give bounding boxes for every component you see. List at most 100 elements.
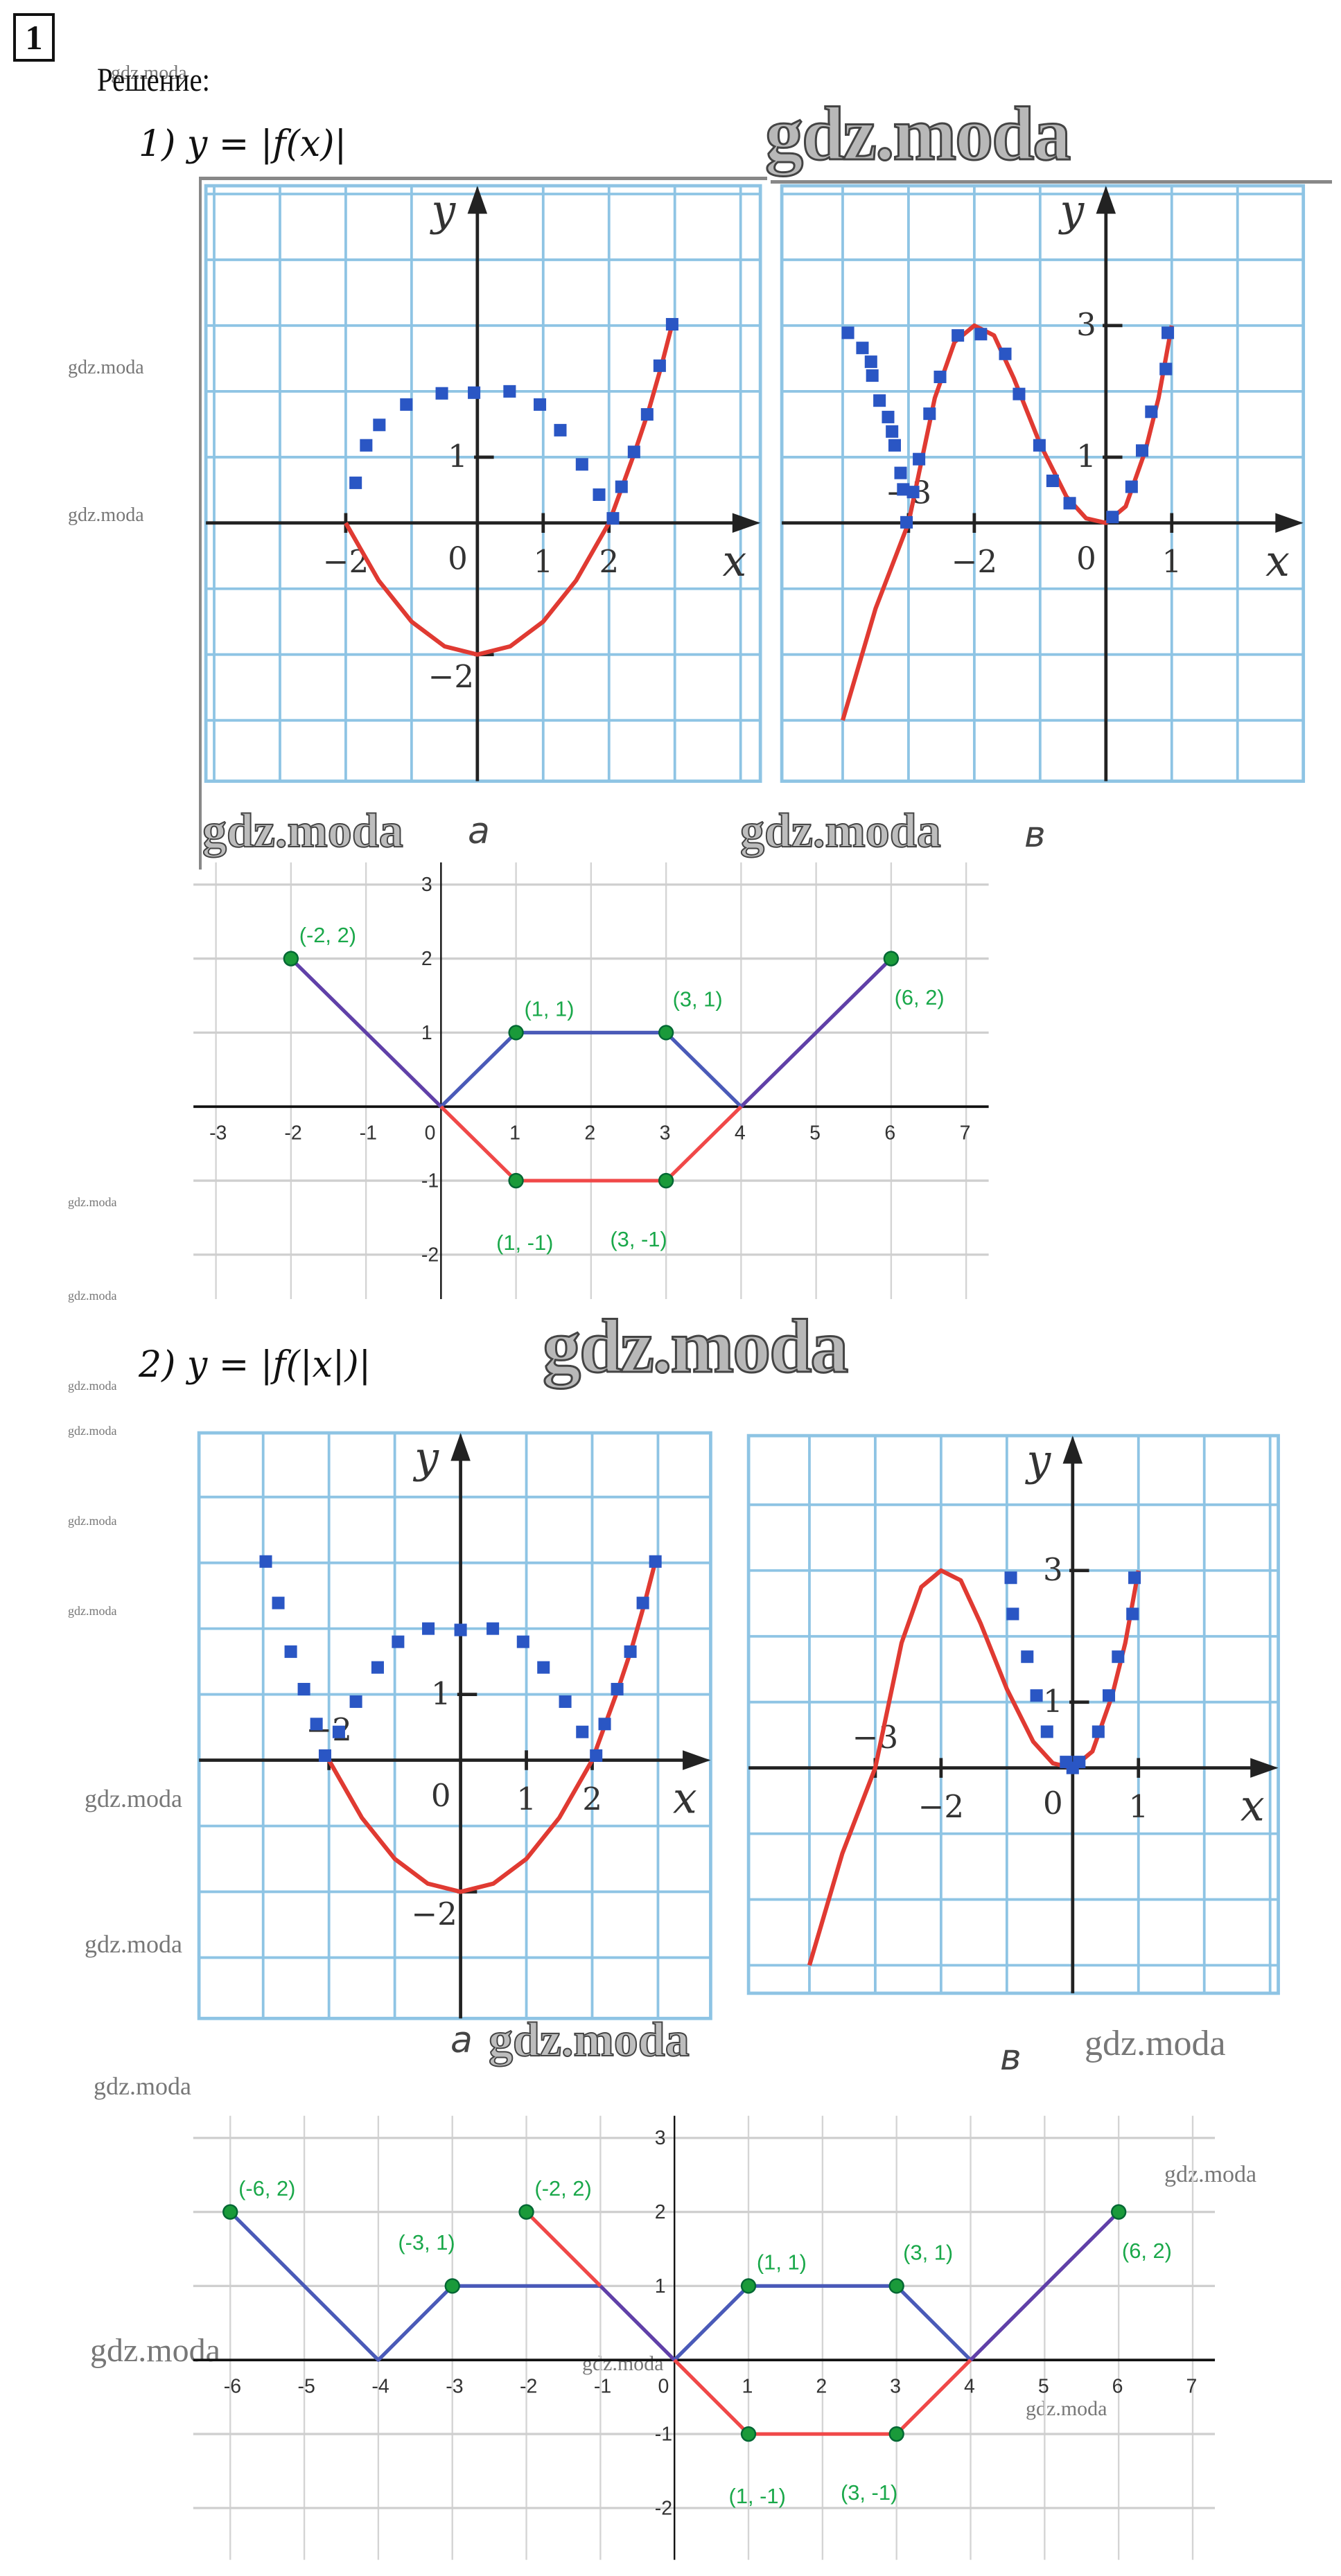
formula-part-2: 2) y = |f(|x|)| — [139, 1344, 371, 1386]
watermark: gdz.moda — [68, 357, 144, 378]
y-axis-label: y — [1024, 1436, 1051, 1485]
tick-label: 1 — [448, 438, 468, 475]
x-axis-label: x — [673, 1773, 697, 1823]
y-axis-arrow-icon — [1096, 186, 1116, 214]
divider — [199, 177, 767, 180]
x-tick-label: -4 — [372, 2376, 389, 2398]
y-tick-label: -2 — [421, 1244, 439, 1267]
abs-value-point-marker — [951, 329, 964, 342]
x-tick-label: 7 — [1186, 2376, 1198, 2398]
point-label: (1, 1) — [524, 997, 574, 1021]
x-tick-label: 5 — [809, 1122, 821, 1145]
point-marker — [658, 1173, 674, 1189]
abs-value-point-marker — [866, 369, 879, 382]
point-marker — [444, 2278, 461, 2295]
graph-label-b: в — [1024, 814, 1046, 856]
abs-value-point-marker — [1092, 1725, 1105, 1738]
abs-value-point-marker — [593, 488, 606, 502]
abs-value-point-marker — [297, 1682, 310, 1695]
graph-segment — [673, 2284, 972, 2362]
graph-b2: x y −3 −2 1 3 1 0 — [746, 1434, 1280, 1995]
watermark: gdz.moda — [1026, 2397, 1107, 2420]
x-tick-label: 4 — [964, 2376, 975, 2398]
abs-value-point-marker — [272, 1596, 285, 1609]
x-tick-label: 1 — [742, 2376, 753, 2398]
abs-value-point-marker — [259, 1555, 272, 1568]
abs-value-point-marker — [349, 476, 362, 490]
tick-label: 1 — [533, 543, 553, 580]
abs-value-point-marker — [1161, 326, 1174, 339]
y-tick-label: 2 — [421, 949, 432, 971]
graph-g1: -3 -2 -1 0 1 2 3 4 5 6 7 3 2 1 -1 -2 (-2, 2) (1, 1) (3, 1)… — [193, 863, 989, 1300]
point-marker — [222, 2204, 238, 2221]
graph-a1: xy−2 1 21−20 — [204, 184, 762, 784]
y-tick-label: -1 — [655, 2424, 672, 2446]
divider — [199, 177, 202, 870]
watermark: gdz.moda — [85, 1930, 182, 1958]
watermark: gdz.moda — [764, 91, 1071, 177]
abs-value-point-marker — [653, 359, 666, 372]
watermark: gdz.moda — [85, 1785, 182, 1812]
y-axis-arrow-icon — [467, 186, 487, 214]
point-marker — [1111, 2204, 1127, 2221]
formula-part-1: 1) y = |f(x)| — [139, 123, 347, 165]
abs-value-point-marker — [1126, 1607, 1139, 1621]
graph-frame — [204, 184, 762, 784]
graph-segment — [289, 958, 443, 1109]
abs-value-point-marker — [888, 439, 901, 452]
watermark: gdz.moda — [1085, 2024, 1226, 2063]
abs-value-point-marker — [615, 480, 628, 493]
graph-frame — [197, 1431, 712, 2020]
abs-value-point-marker — [640, 408, 654, 421]
function-curve — [807, 1569, 1141, 1966]
watermark: gdz.moda — [111, 62, 187, 84]
abs-value-point-marker — [371, 1661, 385, 1674]
abs-value-point-marker — [624, 1645, 637, 1658]
x-axis-arrow-icon — [732, 513, 760, 533]
abs-value-point-marker — [359, 439, 372, 452]
x-tick-label: -5 — [298, 2376, 315, 2398]
abs-value-point-marker — [1021, 1650, 1034, 1664]
x-axis-arrow-icon — [683, 1749, 711, 1770]
y-tick-label: 3 — [655, 2128, 666, 2150]
abs-value-point-marker — [1105, 511, 1119, 524]
graph-label-a: а — [468, 811, 490, 852]
point-label: (1, -1) — [496, 1230, 553, 1255]
abs-value-point-marker — [576, 1725, 589, 1738]
point-marker — [508, 1025, 524, 1041]
x-tick-label: 3 — [890, 2376, 901, 2398]
abs-value-point-marker — [1073, 1756, 1086, 1769]
x-tick-label: -1 — [594, 2376, 611, 2398]
y-tick-label: 1 — [421, 1022, 432, 1044]
x-tick-label: -2 — [284, 1122, 301, 1145]
watermark: gdz.moda — [1164, 2162, 1257, 2187]
watermark: gdz.moda — [68, 1514, 117, 1528]
abs-value-point-marker — [900, 515, 913, 529]
abs-value-point-marker — [922, 407, 936, 421]
x-tick-label: 5 — [1038, 2376, 1049, 2398]
point-label: (1, -1) — [729, 2484, 786, 2508]
x-tick-label: 1 — [509, 1122, 520, 1145]
graph-g2: -6 -5 -4 -3 -2 -1 0 1 2 3 4 5 6 7 3 2 1 -1 -2 (-6, 2) (-3, 1… — [193, 2116, 1216, 2561]
abs-value-point-marker — [310, 1717, 323, 1730]
abs-value-point-marker — [537, 1661, 550, 1674]
tick-label: 3 — [1076, 306, 1096, 343]
tick-label: 1 — [1129, 1788, 1149, 1825]
abs-value-point-marker — [1004, 1571, 1017, 1585]
abs-value-point-marker — [1012, 387, 1025, 400]
tick-label: 1 — [516, 1780, 536, 1817]
abs-value-point-marker — [1030, 1689, 1043, 1702]
abs-value-point-marker — [467, 386, 480, 399]
point-marker — [883, 951, 899, 967]
tick-label: 1 — [431, 1675, 451, 1711]
x-tick-label: 7 — [960, 1122, 971, 1145]
abs-value-point-marker — [873, 394, 886, 407]
watermark: gdz.moda — [582, 2352, 664, 2375]
x-axis-label: x — [1265, 536, 1290, 586]
abs-value-point-marker — [372, 418, 385, 432]
abs-value-point-marker — [627, 445, 640, 459]
y-tick-label: -1 — [421, 1170, 439, 1192]
x-axis-label: x — [1241, 1781, 1265, 1831]
y-tick-label: 2 — [655, 2202, 666, 2224]
abs-value-point-marker — [611, 1682, 624, 1695]
